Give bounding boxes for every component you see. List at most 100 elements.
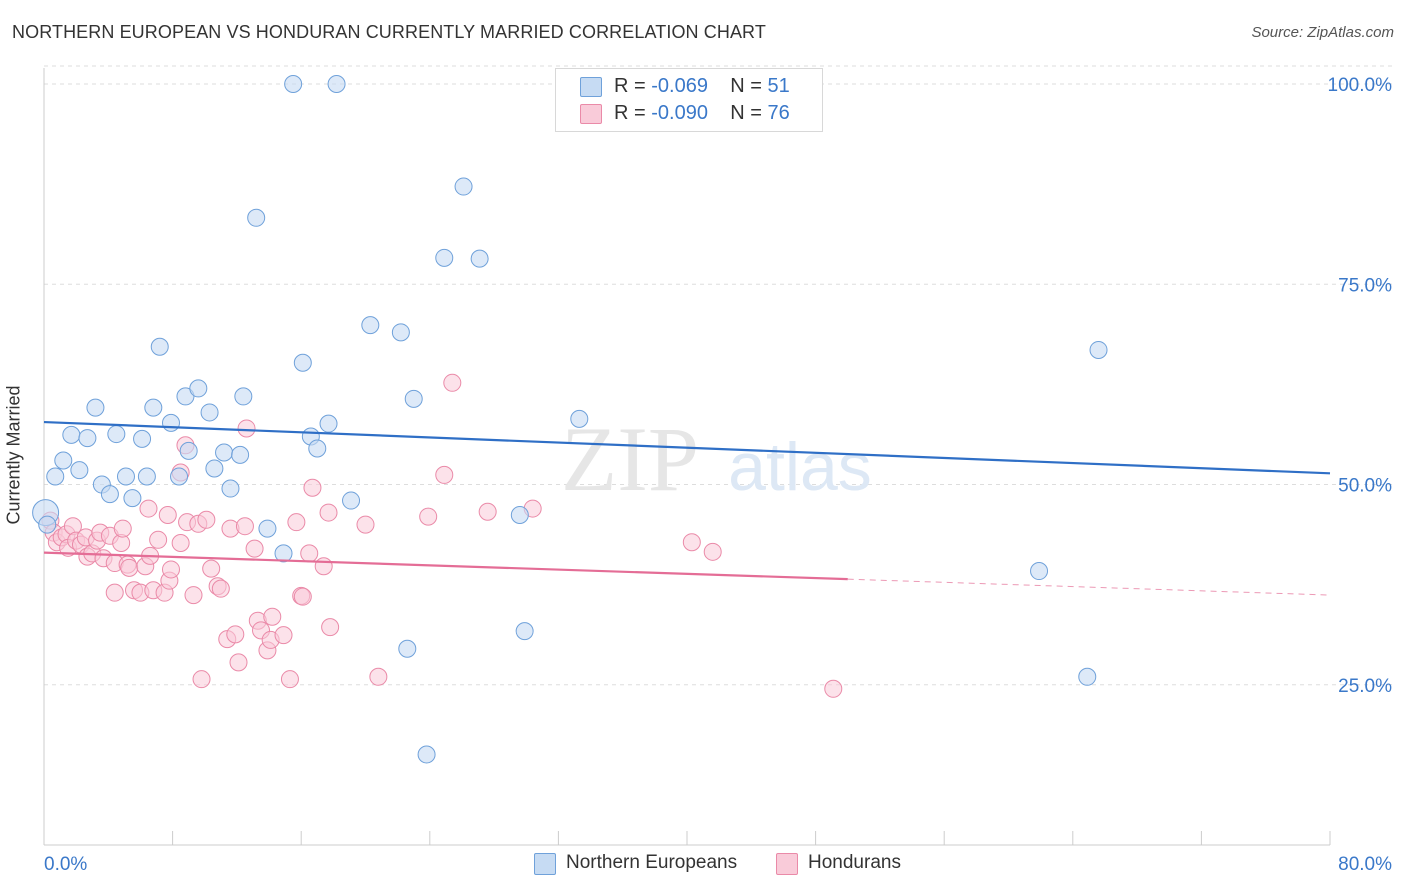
legend-r-label: R = (614, 102, 646, 124)
legend-swatch-pink (776, 853, 798, 875)
honduran-point (149, 530, 168, 549)
honduran-point (184, 586, 203, 605)
honduran-point (478, 502, 497, 521)
watermark-atlas: atlas (728, 429, 872, 505)
legend-n-value: 51 (767, 75, 790, 97)
northern-european-point (391, 323, 410, 342)
honduran-point (139, 499, 158, 518)
northern-european-point (510, 505, 529, 524)
honduran-point (197, 510, 216, 529)
honduran-point (287, 513, 306, 532)
honduran-point (435, 465, 454, 484)
y-tick-label: 25.0% (1338, 676, 1392, 697)
y-tick-label: 100.0% (1328, 75, 1393, 96)
northern-european-point (1030, 562, 1049, 581)
trend-line-northern-europeans (43, 420, 1331, 475)
honduran-point (319, 503, 338, 522)
northern-european-point (137, 467, 156, 486)
legend-swatch-blue (580, 77, 602, 97)
honduran-point (120, 558, 139, 577)
northern-european-point (46, 467, 65, 486)
northern-european-point (319, 414, 338, 433)
honduran-point (824, 679, 843, 698)
northern-european-point (231, 445, 250, 464)
honduran-point (280, 670, 299, 689)
northern-europeans-points (32, 75, 1108, 764)
legend-item-label: Hondurans (808, 852, 901, 873)
northern-european-point (205, 459, 224, 478)
honduran-point (171, 534, 190, 553)
honduran-point (245, 539, 264, 558)
x-tick-label-min: 0.0% (44, 854, 87, 875)
gridlines (44, 65, 1392, 686)
honduran-point (229, 653, 248, 672)
northern-european-point (161, 413, 180, 432)
watermark: ZIP atlas (561, 408, 872, 510)
northern-european-point (86, 398, 105, 417)
northern-european-point (234, 387, 253, 406)
y-tick-label: 50.0% (1338, 476, 1392, 497)
northern-european-point (1078, 667, 1097, 686)
legend-r-value: -0.069 (651, 75, 708, 97)
honduran-point (113, 519, 132, 538)
honduran-point (443, 373, 462, 392)
northern-european-point (398, 639, 417, 658)
honduran-point (682, 533, 701, 552)
northern-european-point (70, 461, 89, 480)
northern-european-point (189, 379, 208, 398)
axes (43, 68, 1331, 846)
x-tick-label-max: 80.0% (1338, 854, 1392, 875)
legend-swatch-blue (534, 853, 556, 875)
honduran-point (369, 667, 388, 686)
honduran-point (105, 583, 124, 602)
northern-european-point (54, 451, 73, 470)
northern-european-point (274, 544, 293, 563)
northern-european-point (454, 177, 473, 196)
northern-european-point (284, 75, 303, 94)
northern-european-point (170, 467, 189, 486)
northern-european-point (176, 387, 195, 406)
northern-european-point (247, 208, 266, 227)
hondurans-points (41, 373, 843, 698)
northern-european-point (221, 479, 240, 498)
northern-european-point (293, 353, 312, 372)
legend-r-value: -0.090 (651, 102, 708, 124)
legend-n-value: 76 (767, 102, 790, 124)
northern-european-point (361, 316, 380, 335)
northern-european-point (327, 75, 346, 94)
series-legend: Northern Europeans Hondurans (0, 852, 1406, 878)
northern-european-point (215, 443, 234, 462)
honduran-point (158, 505, 177, 524)
trend-line-hondurans-extension (847, 578, 1331, 596)
chart-title: NORTHERN EUROPEAN VS HONDURAN CURRENTLY … (12, 22, 766, 42)
honduran-point (263, 607, 282, 626)
northern-european-point (404, 389, 423, 408)
northern-european-point (308, 439, 327, 458)
honduran-point (161, 560, 180, 579)
trend-lines (43, 420, 1331, 596)
northern-european-point (133, 429, 152, 448)
northern-european-point (38, 515, 57, 534)
honduran-point (235, 517, 254, 536)
honduran-point (356, 515, 375, 534)
legend-r-label: R = (614, 75, 646, 97)
honduran-point (703, 542, 722, 561)
tick-labels: 25.0% 50.0% 75.0% 100.0% 0.0% 80.0% (44, 75, 1392, 875)
honduran-point (293, 587, 312, 606)
honduran-point (321, 618, 340, 637)
trend-line-hondurans (43, 551, 848, 581)
stats-legend: R = -0.069 N = 51 R = -0.090 N = 76 (555, 68, 823, 132)
northern-european-point (435, 248, 454, 267)
northern-european-point (116, 467, 135, 486)
honduran-point (300, 544, 319, 563)
northern-european-point (123, 489, 142, 508)
honduran-point (202, 559, 221, 578)
northern-european-point (100, 485, 119, 504)
legend-swatch-pink (580, 104, 602, 124)
honduran-point (237, 419, 256, 438)
legend-item-label: Northern Europeans (566, 852, 738, 873)
honduran-point (303, 478, 322, 497)
honduran-point (274, 626, 293, 645)
northern-european-point (1089, 340, 1108, 359)
